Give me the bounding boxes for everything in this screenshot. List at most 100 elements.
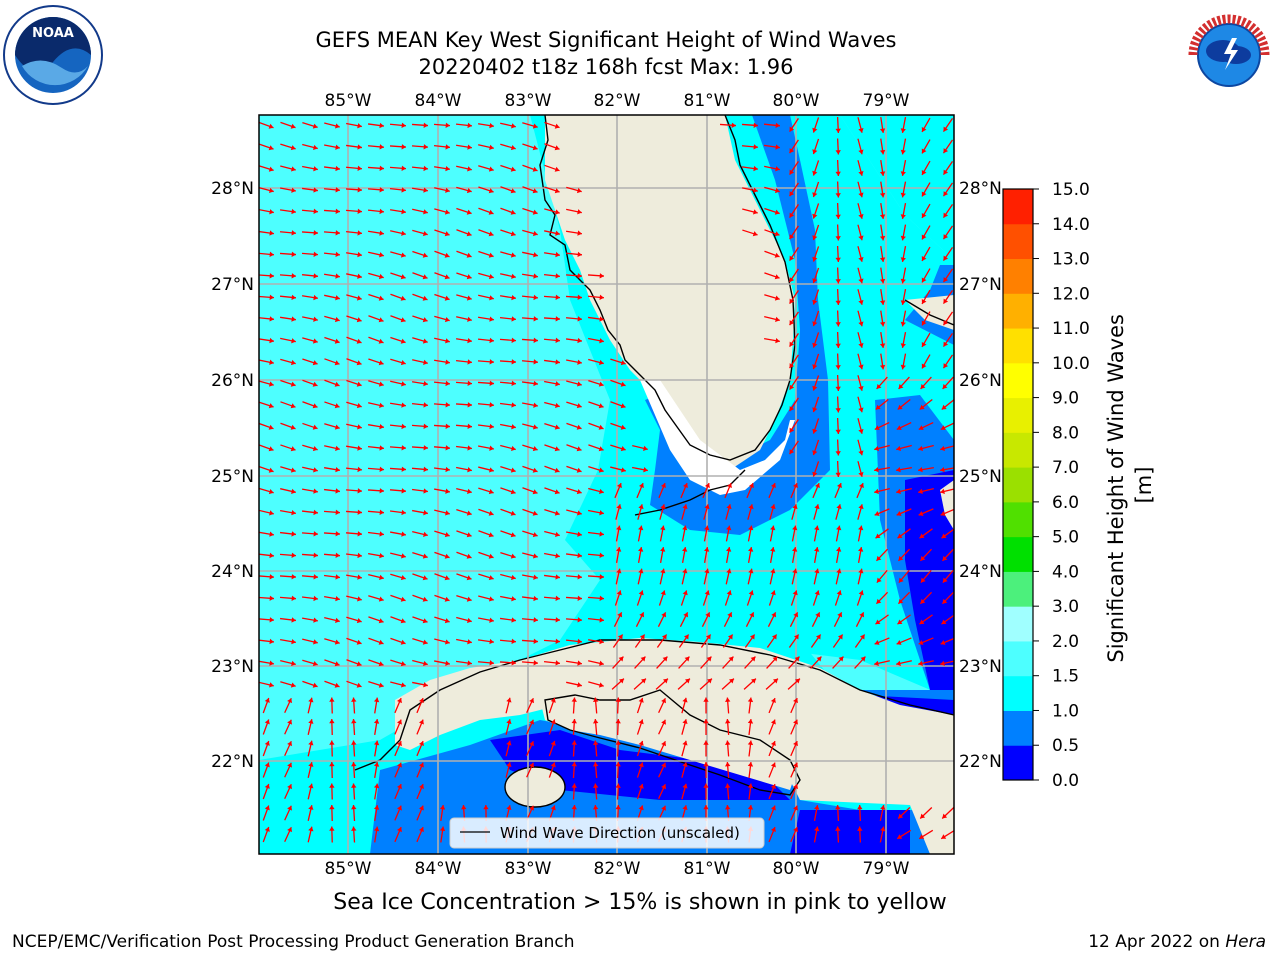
wind-arrow-head <box>329 805 335 810</box>
wind-arrow-head <box>879 149 886 155</box>
wind-arrow-head <box>418 741 424 747</box>
lon-label: 84°W <box>415 91 462 111</box>
wind-arrow-head <box>445 122 450 128</box>
wind-arrow-head <box>269 510 274 516</box>
wind-arrow-head <box>554 424 560 430</box>
wind-arrow-head <box>308 762 314 767</box>
wind-arrow-head <box>836 525 842 531</box>
wind-arrow-head <box>918 488 923 494</box>
wind-arrow-head <box>771 612 777 618</box>
wind-arrow-head <box>940 467 945 473</box>
wind-arrow-head <box>879 235 886 241</box>
wind-arrow-head <box>876 555 882 561</box>
wind-arrow-head <box>682 740 688 746</box>
wind-arrow-head <box>422 252 428 258</box>
wind-arrow-head <box>489 337 494 344</box>
wind-arrow-head <box>615 762 621 767</box>
wind-arrow-head <box>875 404 881 410</box>
wind-arrow-head <box>401 187 406 193</box>
wind-arrow-head <box>571 783 577 788</box>
wind-arrow-head <box>815 612 821 618</box>
wind-arrow-head <box>942 813 948 819</box>
date-text: 12 Apr 2022 on <box>1088 932 1226 952</box>
wind-arrow-head <box>943 341 949 347</box>
wind-arrow-head <box>334 316 340 323</box>
wind-arrow-head <box>576 467 582 473</box>
legend-label: Wind Wave Direction (unscaled) <box>500 824 740 842</box>
wind-arrow-head <box>423 359 428 365</box>
wind-arrow-head <box>638 547 644 552</box>
wind-arrow-head <box>726 504 732 510</box>
wind-arrow-head <box>373 826 380 832</box>
colorbar-segment <box>1003 467 1033 503</box>
wind-arrow-head <box>532 188 538 194</box>
wind-arrow-head <box>941 619 947 625</box>
wind-arrow-head <box>921 126 927 132</box>
wind-arrow-head <box>770 827 776 832</box>
wind-arrow-head <box>467 467 472 473</box>
wind-arrow-head <box>379 509 384 515</box>
wind-arrow-head <box>467 122 472 129</box>
wind-arrow-head <box>511 294 516 301</box>
wind-arrow-head <box>727 612 733 618</box>
wind-arrow-head <box>467 166 472 172</box>
wind-arrow-head <box>351 783 357 788</box>
lat-labels-left: 28°N 27°N 26°N 25°N 24°N 23°N 22°N <box>211 179 254 772</box>
wind-arrow-head <box>444 639 450 645</box>
wind-arrow-head <box>445 660 450 666</box>
wind-arrow-head <box>313 467 318 473</box>
wind-arrow-head <box>747 719 754 724</box>
wind-arrow-head <box>550 719 556 725</box>
lat-label: 25°N <box>959 467 1002 487</box>
wind-arrow-head <box>439 805 446 810</box>
wind-arrow-head <box>397 741 402 747</box>
wind-arrow-head <box>555 638 560 644</box>
wind-arrow-head <box>268 123 274 129</box>
wind-arrow-head <box>291 574 296 580</box>
wind-arrow-head <box>445 359 450 365</box>
lon-label: 82°W <box>594 91 641 111</box>
wind-arrow-head <box>357 123 362 129</box>
wind-arrow-head <box>896 425 902 431</box>
wind-arrow-head <box>335 273 340 279</box>
wind-arrow-head <box>287 784 293 790</box>
wind-arrow-head <box>918 511 924 516</box>
wind-arrow-head <box>599 294 604 301</box>
wind-arrow-head <box>682 805 688 811</box>
wind-arrow-head <box>703 719 709 724</box>
colorbar-tick-label: 9.0 <box>1052 389 1079 409</box>
wind-arrow-head <box>789 148 795 154</box>
lon-label: 80°W <box>773 91 820 111</box>
wind-arrow-head <box>264 740 270 746</box>
wind-arrow-head <box>942 598 948 604</box>
wind-arrow-head <box>467 316 472 322</box>
wind-arrow-head <box>533 424 538 430</box>
wind-arrow-head <box>789 298 795 304</box>
wind-arrow-head <box>401 402 406 408</box>
wind-arrow-head <box>269 230 274 236</box>
wind-arrow-head <box>879 300 886 305</box>
wind-arrow-head <box>269 638 274 645</box>
wind-arrow-head <box>378 360 384 366</box>
wind-arrow-head <box>397 698 402 704</box>
wind-arrow-head <box>401 423 406 430</box>
wind-arrow-head <box>554 188 560 194</box>
colorbar-tick-label: 1.5 <box>1052 667 1079 687</box>
wind-arrow-head <box>313 639 318 645</box>
wind-arrow-head <box>287 698 293 704</box>
wind-arrow-head <box>794 656 800 662</box>
wind-arrow-head <box>620 424 626 430</box>
wind-arrow-head <box>423 531 428 538</box>
wind-arrow-head <box>444 532 450 538</box>
wind-arrows <box>259 116 954 843</box>
wind-arrow-head <box>920 813 926 819</box>
wind-arrow-head <box>533 638 538 644</box>
wind-arrow-head <box>423 466 428 472</box>
wind-arrow-head <box>616 504 622 510</box>
wind-arrow-head <box>467 380 472 386</box>
wind-arrow-head <box>334 381 340 387</box>
wind-arrow-head <box>879 192 886 198</box>
colorbar-tick-label: 0.5 <box>1052 736 1079 756</box>
wind-arrow-head <box>835 805 841 810</box>
wind-arrow-head <box>357 531 362 537</box>
